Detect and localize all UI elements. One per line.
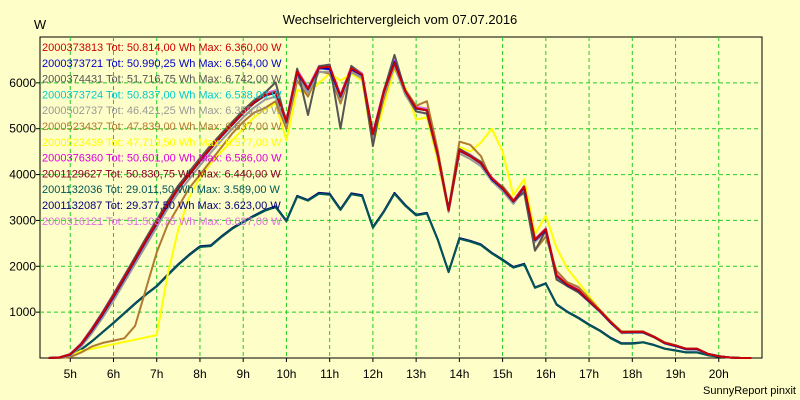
x-tick-label: 9h — [237, 367, 250, 381]
chart-title: Wechselrichtervergleich vom 07.07.2016 — [283, 12, 518, 27]
legend-entry-2000374431: 2000374431 Tot: 51.716,75 Wh Max: 6.742,… — [42, 74, 282, 86]
x-tick-label: 18h — [622, 367, 642, 381]
y-tick-label: 6000 — [9, 76, 36, 90]
plot-area: 1000 2000 3000 4000 5000 6000 5h 6h 7h 8h 9h 10h 11h… — [9, 36, 763, 381]
x-tick-label: 12h — [363, 367, 383, 381]
legend-entry-2000316121: 2000316121 Tot: 51.503,75 Wh Max: 6.687,… — [42, 216, 282, 228]
series-line-2001132036 — [48, 192, 752, 359]
legend-entry-2000523437: 2000523437 Tot: 47.839,00 Wh Max: 6.637,… — [42, 121, 282, 133]
legend-entry-2001129627: 2001129627 Tot: 50.830,75 Wh Max: 6.440,… — [42, 168, 281, 180]
legend-entry-2001132087: 2001132087 Tot: 29.377,50 Wh Max: 3.623,… — [42, 200, 281, 212]
legend-entry-2000373724: 2000373724 Tot: 50.837,00 Wh Max: 6.538,… — [42, 89, 282, 101]
x-tick-label: 10h — [276, 367, 296, 381]
y-tick-label: 1000 — [9, 305, 36, 319]
y-tick-label: 5000 — [9, 122, 36, 136]
legend-entry-2000373813: 2000373813 Tot: 50.814,00 Wh Max: 6.360,… — [42, 42, 282, 54]
x-tick-label: 8h — [193, 367, 206, 381]
legend-entry-2000502737: 2000502737 Tot: 46.421,25 Wh Max: 6.355,… — [42, 105, 282, 117]
x-tick-label: 14h — [449, 367, 469, 381]
x-tick-label: 11h — [320, 367, 339, 381]
footer-text: SunnyReport pinxit — [703, 385, 796, 397]
x-tick-label: 20h — [709, 367, 729, 381]
y-axis-label: W — [34, 17, 47, 32]
y-tick-label: 4000 — [9, 168, 36, 182]
legend-entry-2000373721: 2000373721 Tot: 50.990,25 Wh Max: 6.564,… — [42, 58, 282, 70]
plot-frame — [39, 36, 763, 359]
legend-entry-2000523439: 2000523439 Tot: 47.719,50 Wh Max: 6.577,… — [42, 137, 282, 149]
x-tick-label: 19h — [666, 367, 686, 381]
x-tick-label: 6h — [107, 367, 120, 381]
x-tick-label: 15h — [493, 367, 513, 381]
legend-entry-2001132036: 2001132036 Tot: 29.011,50 Wh Max: 3.589,… — [42, 184, 281, 196]
series-line-2000373813 — [48, 62, 752, 359]
x-tick-label: 17h — [579, 367, 599, 381]
x-tick-label: 13h — [406, 367, 426, 381]
x-tick-label: 5h — [64, 367, 77, 381]
x-tick-label: 7h — [150, 367, 163, 381]
legend-entry-2000376360: 2000376360 Tot: 50.601,00 Wh Max: 6.586,… — [42, 153, 282, 165]
y-tick-label: 2000 — [9, 259, 36, 273]
x-tick-label: 16h — [536, 367, 556, 381]
y-tick-label: 3000 — [9, 213, 36, 227]
